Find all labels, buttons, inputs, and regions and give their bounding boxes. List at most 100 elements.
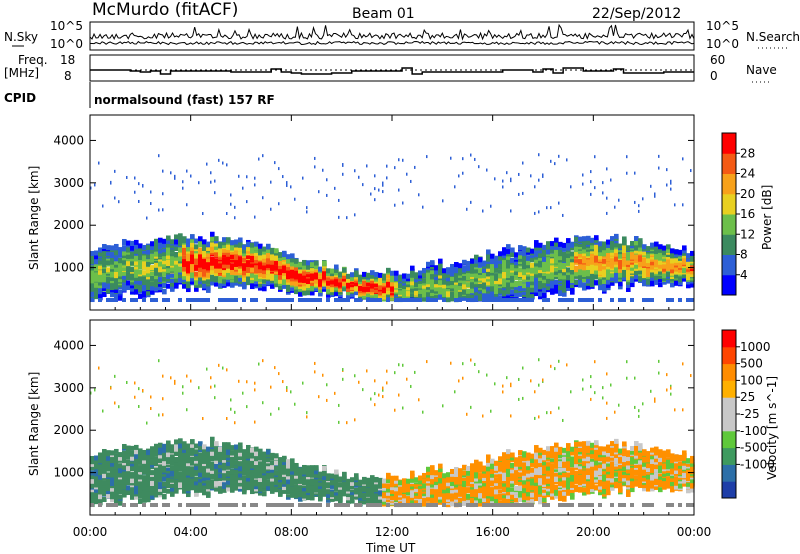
- power-cell: [162, 276, 167, 282]
- power-cell: [690, 272, 695, 278]
- power-low-range: [466, 298, 470, 302]
- power-cell: [630, 277, 635, 283]
- velocity-cell: [262, 478, 267, 484]
- power-cell: [218, 251, 223, 257]
- power-cell: [410, 283, 415, 289]
- velocity-cell: [142, 469, 147, 475]
- power-cell: [118, 267, 123, 273]
- velocity-cell: [262, 483, 267, 489]
- power-cell: [166, 261, 171, 267]
- power-low-range: [270, 298, 274, 302]
- power-cell: [594, 260, 599, 266]
- power-cell: [586, 278, 591, 284]
- colorbar-tick-label: 16: [740, 207, 755, 221]
- velocity-cell: [302, 465, 307, 471]
- power-cell: [278, 255, 283, 261]
- power-cell: [334, 278, 339, 284]
- power-low-range: [558, 298, 562, 302]
- velocity-cell: [186, 451, 191, 457]
- power-cell: [554, 279, 559, 285]
- velocity-low-range: [254, 503, 258, 507]
- power-cell: [274, 265, 279, 271]
- power-cell: [250, 246, 255, 252]
- velocity-cell: [166, 478, 171, 484]
- velocity-cell: [162, 464, 167, 470]
- velocity-cell: [170, 482, 175, 488]
- power-cell: [582, 247, 587, 253]
- velocity-cell: [190, 472, 195, 478]
- power-cell: [610, 242, 615, 248]
- power-low-range: [150, 298, 154, 302]
- power-low-range: [346, 298, 350, 302]
- power-cell: [246, 248, 251, 254]
- power-speckle: [606, 167, 608, 171]
- power-cell: [390, 280, 395, 286]
- power-cell: [258, 243, 263, 249]
- power-cell: [114, 283, 119, 289]
- velocity-cell: [210, 474, 215, 480]
- power-cell: [106, 284, 111, 290]
- power-cell: [310, 290, 315, 296]
- power-cell: [182, 249, 187, 255]
- power-low-range: [402, 298, 406, 302]
- power-cell: [262, 273, 267, 279]
- power-cell: [258, 255, 263, 261]
- velocity-cell: [122, 475, 127, 481]
- velocity-cell: [158, 486, 163, 492]
- power-cell: [554, 244, 559, 250]
- power-cell: [562, 267, 567, 273]
- power-cell: [582, 265, 587, 271]
- power-cell: [246, 261, 251, 267]
- power-cell: [570, 269, 575, 275]
- power-cell: [198, 236, 203, 242]
- power-low-range: [354, 298, 358, 302]
- power-cell: [518, 275, 523, 281]
- power-cell: [686, 283, 691, 289]
- power-cell: [258, 281, 263, 287]
- power-cell: [510, 263, 515, 269]
- power-cell: [334, 285, 339, 291]
- velocity-cell: [90, 474, 95, 480]
- power-cell: [150, 241, 155, 247]
- power-cell: [362, 274, 367, 280]
- velocity-cell: [250, 487, 255, 493]
- power-cell: [234, 255, 239, 261]
- velocity-cell: [178, 460, 183, 466]
- velocity-low-range: [142, 503, 146, 507]
- velocity-cell: [102, 467, 107, 473]
- power-cell: [90, 250, 95, 256]
- velocity-cell: [274, 460, 279, 466]
- power-cell: [614, 278, 619, 284]
- power-cell: [278, 252, 283, 258]
- power-cell: [486, 266, 491, 272]
- power-cell: [142, 288, 147, 294]
- power-speckle: [182, 186, 184, 190]
- power-cell: [386, 285, 391, 291]
- power-cell: [110, 245, 115, 251]
- velocity-cell: [198, 441, 203, 447]
- power-cell: [538, 267, 543, 273]
- power-cell: [338, 272, 343, 278]
- power-cell: [206, 265, 211, 271]
- power-cell: [486, 249, 491, 255]
- power-cell: [506, 293, 511, 299]
- velocity-cell: [234, 469, 239, 475]
- power-cell: [670, 253, 675, 259]
- power-cell: [346, 273, 351, 279]
- power-cell: [438, 289, 443, 295]
- power-cell: [290, 276, 295, 282]
- velocity-cell: [130, 445, 135, 451]
- power-cell: [490, 291, 495, 297]
- power-cell: [98, 289, 103, 295]
- power-cell: [614, 254, 619, 260]
- power-cell: [130, 250, 135, 256]
- velocity-cell: [162, 443, 167, 449]
- power-cell: [266, 256, 271, 262]
- power-cell: [394, 287, 399, 293]
- power-cell: [214, 263, 219, 269]
- power-cell: [526, 286, 531, 292]
- power-cell: [538, 255, 543, 261]
- velocity-cell: [158, 474, 163, 480]
- power-low-range: [406, 298, 410, 302]
- velocity-speckle: [314, 370, 316, 374]
